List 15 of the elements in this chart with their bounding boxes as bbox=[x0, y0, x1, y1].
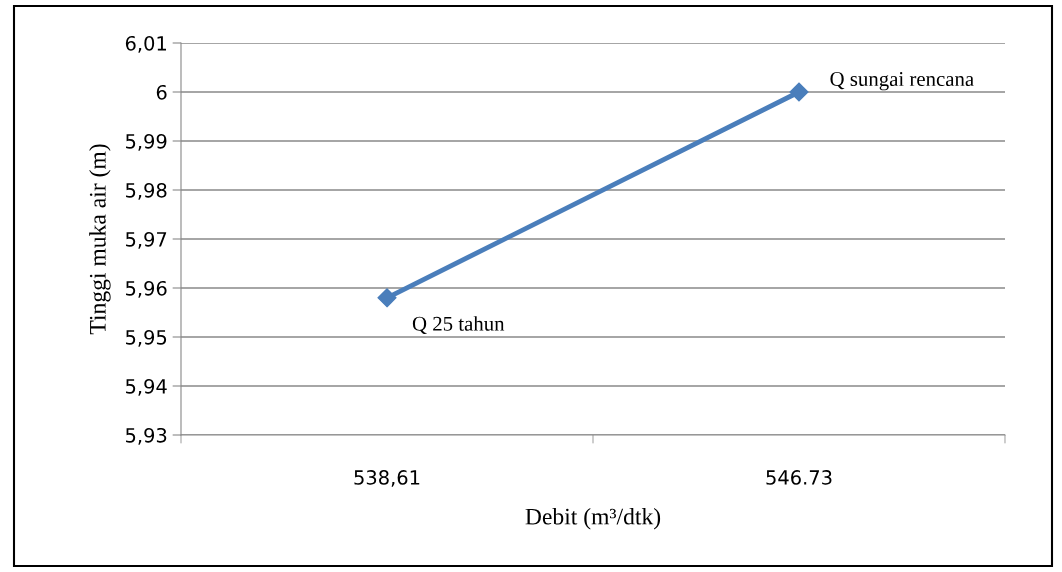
y-tick-label: 6 bbox=[156, 84, 167, 100]
y-tick-label: 5,97 bbox=[126, 231, 167, 249]
x-tick-label: 538,61 bbox=[354, 470, 420, 487]
annotation: Q 25 tahun bbox=[412, 316, 505, 334]
y-tick-label: 5,96 bbox=[126, 280, 167, 298]
y-tick-label: 5,94 bbox=[126, 378, 167, 396]
x-tick-label: 546.73 bbox=[766, 470, 832, 485]
y-tick-label: 6,01 bbox=[125, 35, 167, 53]
y-tick-label: 5,95 bbox=[126, 329, 167, 347]
y-tick-label: 5,93 bbox=[126, 427, 167, 445]
y-tick-label: 5,98 bbox=[126, 182, 167, 200]
annotation: Q sungai rencana bbox=[830, 72, 974, 91]
x-axis-title: Debit (m³/dtk) bbox=[525, 507, 661, 530]
y-tick-label: 5,99 bbox=[126, 133, 167, 151]
y-axis-title: Tinggi muka air (m) bbox=[89, 144, 111, 335]
